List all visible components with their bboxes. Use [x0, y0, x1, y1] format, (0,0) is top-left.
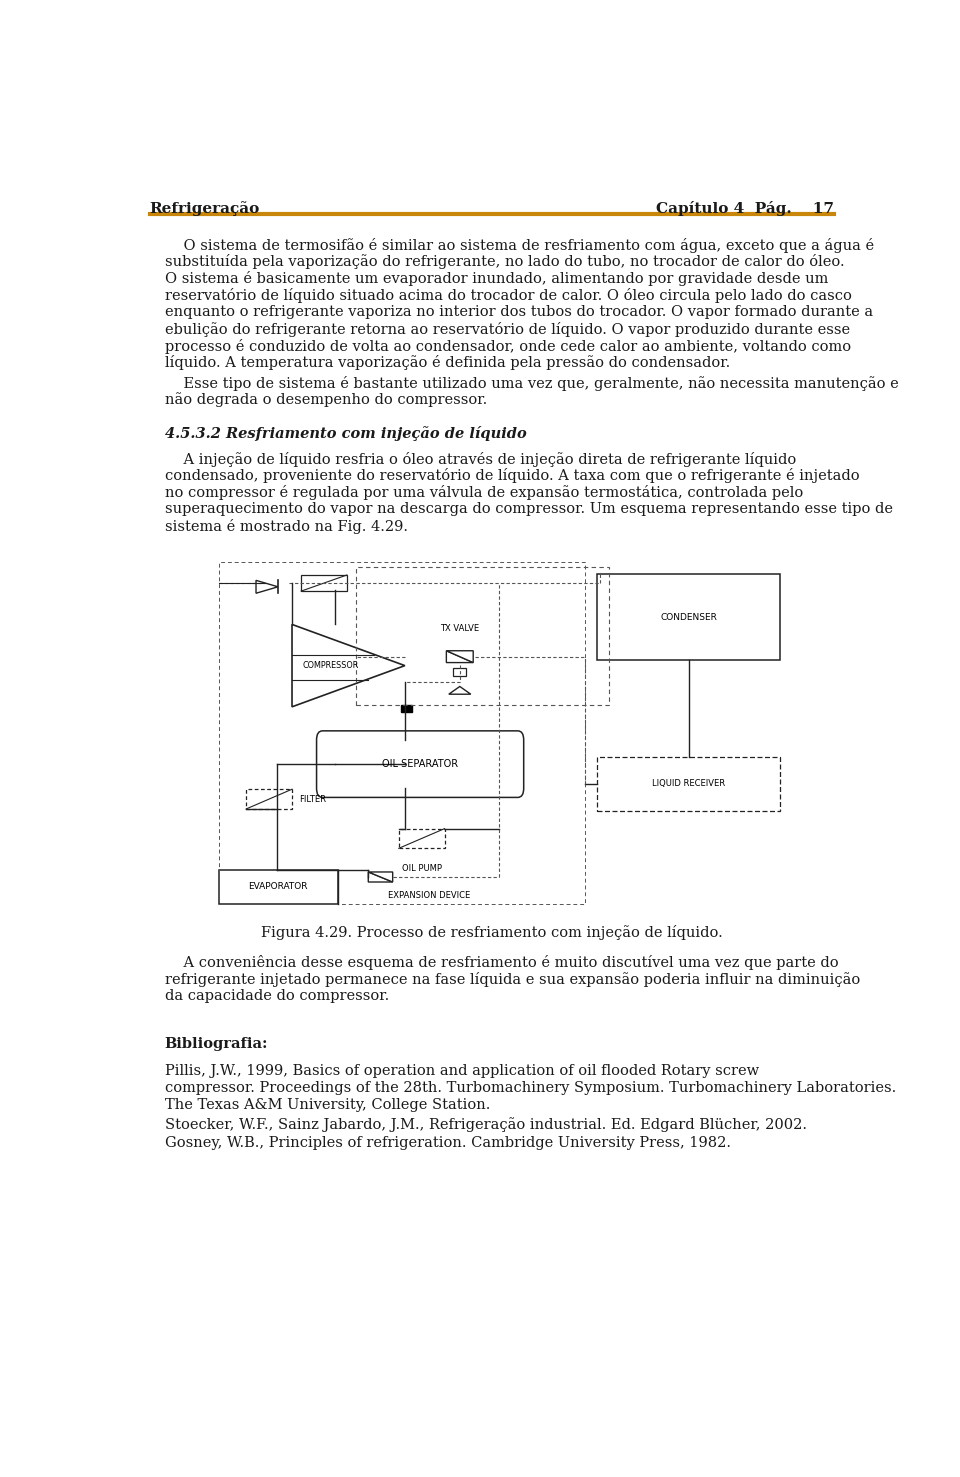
Text: compressor. Proceedings of the 28th. Turbomachinery Symposium. Turbomachinery La: compressor. Proceedings of the 28th. Tur… — [165, 1081, 896, 1094]
Text: 4.5.3.2 Resfriamento com injeção de líquido: 4.5.3.2 Resfriamento com injeção de líqu… — [165, 427, 526, 442]
Text: TX VALVE: TX VALVE — [441, 625, 479, 634]
Text: Pillis, J.W., 1999, Basics of operation and application of oil flooded Rotary sc: Pillis, J.W., 1999, Basics of operation … — [165, 1065, 758, 1078]
Bar — [401, 706, 412, 712]
Text: LIQUID RECEIVER: LIQUID RECEIVER — [652, 780, 725, 789]
Text: FILTER: FILTER — [300, 795, 326, 803]
Polygon shape — [449, 687, 470, 694]
Text: EVAPORATOR: EVAPORATOR — [249, 882, 308, 891]
Text: no compressor é regulada por uma válvula de expansão termostática, controlada pe: no compressor é regulada por uma válvula… — [165, 486, 803, 501]
Text: Capítulo 4  Pág.    17: Capítulo 4 Pág. 17 — [657, 201, 834, 216]
Bar — [219, 870, 338, 904]
Text: COMPRESSOR: COMPRESSOR — [302, 662, 358, 671]
Text: substituída pela vaporização do refrigerante, no lado do tubo, no trocador de ca: substituída pela vaporização do refriger… — [165, 254, 844, 269]
Text: enquanto o refrigerante vaporiza no interior dos tubos do trocador. O vapor form: enquanto o refrigerante vaporiza no inte… — [165, 304, 873, 319]
Text: não degrada o desempenho do compressor.: não degrada o desempenho do compressor. — [165, 393, 487, 408]
Polygon shape — [446, 651, 473, 663]
Bar — [398, 829, 444, 848]
Bar — [301, 575, 347, 591]
Text: da capacidade do compressor.: da capacidade do compressor. — [165, 988, 389, 1003]
Text: O sistema é basicamente um evaporador inundado, alimentando por gravidade desde : O sistema é basicamente um evaporador in… — [165, 272, 828, 287]
Text: refrigerante injetado permanece na fase líquida e sua expansão poderia influir n: refrigerante injetado permanece na fase … — [165, 972, 860, 987]
Text: Esse tipo de sistema é bastante utilizado uma vez que, geralmente, não necessita: Esse tipo de sistema é bastante utilizad… — [165, 375, 899, 390]
Text: líquido. A temperatura vaporização é definida pela pressão do condensador.: líquido. A temperatura vaporização é def… — [165, 356, 730, 371]
Text: superaquecimento do vapor na descarga do compressor. Um esquema representando es: superaquecimento do vapor na descarga do… — [165, 502, 893, 515]
Text: processo é conduzido de volta ao condensador, onde cede calor ao ambiente, volta: processo é conduzido de volta ao condens… — [165, 338, 851, 353]
Bar — [356, 567, 610, 705]
Polygon shape — [446, 651, 473, 663]
Bar — [597, 758, 780, 811]
Text: Bibliografia:: Bibliografia: — [165, 1037, 268, 1052]
Text: The Texas A&M University, College Station.: The Texas A&M University, College Statio… — [165, 1097, 490, 1112]
Bar — [453, 668, 467, 676]
Text: reservatório de líquido situado acima do trocador de calor. O óleo circula pelo : reservatório de líquido situado acima do… — [165, 288, 852, 303]
Text: O sistema de termosifão é similar ao sistema de resfriamento com água, exceto qu: O sistema de termosifão é similar ao sis… — [165, 238, 874, 253]
Text: Figura 4.29. Processo de resfriamento com injeção de líquido.: Figura 4.29. Processo de resfriamento co… — [261, 925, 723, 939]
Text: condensado, proveniente do reservatório de líquido. A taxa com que o refrigerant: condensado, proveniente do reservatório … — [165, 468, 859, 483]
Text: Gosney, W.B., Principles of refrigeration. Cambridge University Press, 1982.: Gosney, W.B., Principles of refrigeratio… — [165, 1136, 731, 1151]
Text: OIL PUMP: OIL PUMP — [401, 864, 442, 873]
Text: Refrigeração: Refrigeração — [150, 201, 260, 216]
Text: Stoecker, W.F., Sainz Jabardo, J.M., Refrigeração industrial. Ed. Edgard Blücher: Stoecker, W.F., Sainz Jabardo, J.M., Ref… — [165, 1117, 806, 1131]
Bar — [247, 789, 292, 809]
Text: ebulição do refrigerante retorna ao reservatório de líquido. O vapor produzido d: ebulição do refrigerante retorna ao rese… — [165, 322, 850, 337]
Text: OIL SEPARATOR: OIL SEPARATOR — [382, 759, 458, 770]
Bar — [597, 575, 780, 660]
Polygon shape — [292, 625, 405, 707]
Text: A conveniência desse esquema de resfriamento é muito discutível uma vez que part: A conveniência desse esquema de resfriam… — [165, 956, 838, 970]
Text: A injeção de líquido resfria o óleo através de injeção direta de refrigerante lí: A injeção de líquido resfria o óleo atra… — [165, 452, 796, 467]
Polygon shape — [369, 871, 393, 882]
Text: sistema é mostrado na Fig. 4.29.: sistema é mostrado na Fig. 4.29. — [165, 518, 408, 533]
Text: EXPANSION DEVICE: EXPANSION DEVICE — [388, 891, 470, 901]
Text: CONDENSER: CONDENSER — [660, 613, 717, 622]
Bar — [219, 561, 585, 904]
FancyBboxPatch shape — [317, 731, 524, 798]
Polygon shape — [256, 580, 278, 594]
Polygon shape — [369, 871, 393, 882]
